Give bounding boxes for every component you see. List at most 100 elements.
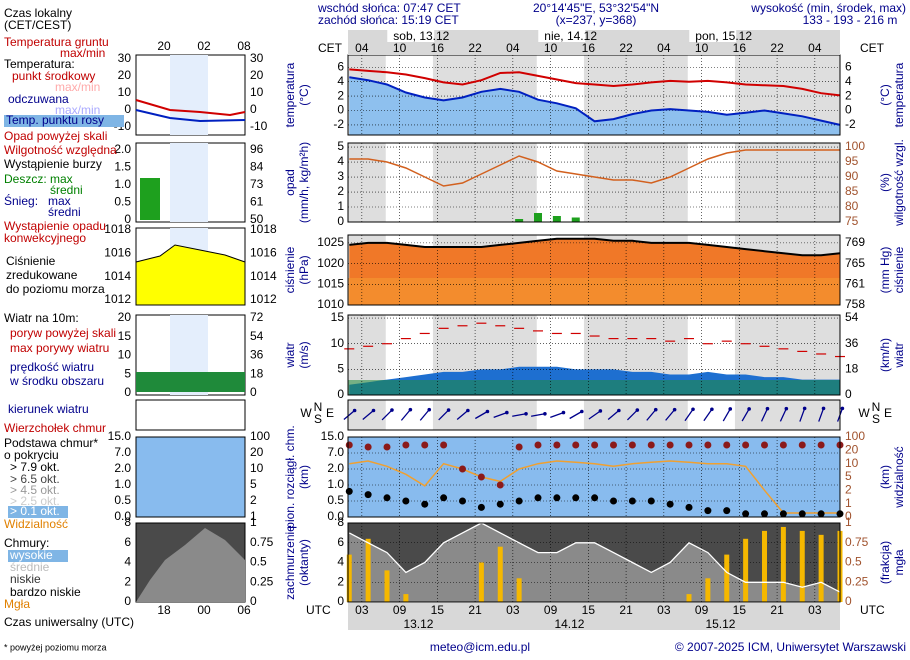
legend-label: > 0.1 okt. [10, 504, 60, 518]
wind-arrow [343, 410, 356, 420]
sunset: zachód słońca: 15:19 CET [318, 13, 459, 27]
wind-arrow [530, 413, 546, 417]
cet-hour: 16 [431, 41, 445, 55]
axis-label-right: (frakcja) [878, 541, 892, 584]
legend-tick: 0 [124, 102, 131, 116]
legend-rain [140, 178, 160, 220]
cloud-top [723, 441, 731, 449]
legend-label: Wystąpienie opadu [4, 219, 106, 233]
legend-label: max porywy wiatru [10, 341, 109, 355]
cet-hour: 22 [468, 41, 482, 55]
y-tick-label: 2 [337, 574, 344, 588]
legend-label: Temp. punktu rosy [6, 113, 104, 127]
legend-hour: 02 [197, 39, 211, 53]
legend-day [170, 143, 208, 222]
sunrise: wschód słońca: 07:47 CET [317, 1, 461, 15]
y2-tick-label: 54 [845, 310, 859, 324]
y-tick-label: -2 [333, 117, 344, 131]
axis-label: (m/s) [297, 341, 311, 368]
dew-line [349, 76, 841, 126]
y-tick-label: 4 [337, 74, 344, 88]
legend-label: prędkość wiatru [10, 360, 94, 374]
legend-tick: 20 [118, 310, 132, 324]
legend-label: Wiatr na 10m: [4, 311, 79, 325]
cloud-base [345, 487, 353, 495]
grid-point: (x=237, y=368) [556, 13, 637, 27]
cloud-top [421, 441, 429, 449]
utc: UTC [306, 603, 331, 617]
wind-arrow-head [371, 408, 376, 413]
y-tick-label: 1015 [317, 276, 344, 290]
legend-tick-right: 0.75 [250, 535, 274, 549]
cloud-top [742, 441, 750, 449]
axis-label: (mm/h, kg/m²h) [297, 142, 311, 223]
fog-bar [346, 554, 352, 602]
axis-label: ciśnienie [283, 246, 297, 293]
legend-tick: 15.0 [108, 429, 132, 443]
compass-left: W [300, 406, 312, 420]
cloud-top [685, 441, 693, 449]
y2-tick-label: 758 [845, 297, 865, 311]
legend-label: max [48, 194, 71, 208]
y2-tick-label: 1 [845, 496, 852, 510]
wind-arrow [741, 408, 750, 422]
legend-label: kierunek wiatru [8, 402, 89, 416]
legend-label: w środku obszaru [9, 374, 104, 388]
y-tick-label: 0 [337, 214, 344, 228]
cet-hour: 04 [808, 41, 822, 55]
legend-label: Temperatura: [4, 57, 75, 71]
elevation-title: wysokość (min, środek, max) [750, 1, 906, 15]
y2-tick-label: 0.75 [845, 535, 869, 549]
rain-bar [515, 219, 524, 222]
legend-tick-right: 10 [250, 85, 264, 99]
axis-label-right: mgła [892, 549, 906, 575]
wind-arrow-head [653, 407, 658, 412]
utc-hour: 21 [619, 603, 633, 617]
legend-label: średni [50, 183, 83, 197]
fog-bar [724, 554, 730, 602]
cloud-top [610, 441, 618, 449]
legend-label: (CET/CEST) [4, 18, 71, 32]
y2-tick-label: 0 [845, 387, 852, 401]
wind-arrow-head [466, 408, 470, 413]
wind-arrow [419, 409, 430, 421]
legend-tick-right: 96 [250, 142, 264, 156]
email[interactable]: meteo@icm.edu.pl [430, 640, 530, 654]
legend-pressure [135, 244, 246, 306]
cet-hour: 10 [695, 41, 709, 55]
legend-tick-right: 0.5 [250, 555, 267, 569]
legend-cover [136, 528, 245, 602]
legend-tick-right: 36 [250, 348, 264, 362]
y2-tick-label: 90 [845, 169, 859, 183]
wind-arrow-head [747, 407, 751, 411]
wind-arrow [400, 409, 411, 421]
legend-tick: 1018 [104, 222, 131, 236]
utc-hour: 09 [695, 603, 709, 617]
y-tick-label: 1025 [317, 235, 344, 249]
legend-tick: 2.0 [114, 142, 131, 156]
y-tick-label: 1010 [317, 297, 344, 311]
wind-arrow-head [408, 407, 413, 412]
legend-label: średni [48, 205, 81, 219]
utc-hour: 03 [355, 603, 369, 617]
legend-tick-right: 1016 [250, 246, 277, 260]
wind-arrow [438, 409, 450, 421]
fog-bar [743, 538, 749, 602]
day-label: pon, 15.12 [695, 29, 752, 43]
humidity-line [349, 149, 840, 187]
y2-tick-label: 85 [845, 184, 859, 198]
legend-hour-utc: 18 [157, 603, 171, 617]
y2-tick-label: 2 [845, 483, 852, 497]
fog-bar [799, 530, 805, 602]
legend-wind [136, 372, 245, 392]
wind-arrow-head [485, 409, 490, 414]
legend-label: konwekcyjnego [4, 231, 86, 245]
panel-frame [347, 314, 841, 396]
cloud-base [477, 503, 485, 511]
y2-tick-label: 75 [845, 214, 859, 228]
axis-label: (km) [297, 465, 311, 489]
compass-right: S [872, 412, 880, 426]
fog-bar [762, 530, 768, 602]
legend-label: Wierzchołek chmur [4, 421, 106, 435]
